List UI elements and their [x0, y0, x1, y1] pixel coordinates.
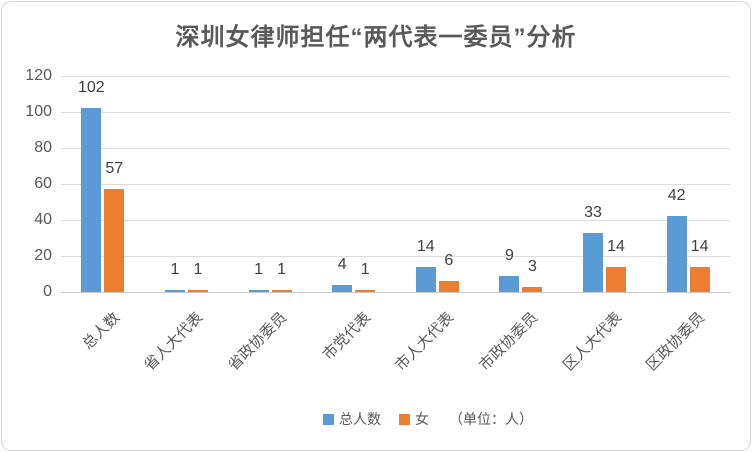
- bar-series0-cat4: [415, 266, 436, 292]
- legend-label: 女: [415, 411, 429, 427]
- gridline: [61, 255, 730, 257]
- y-axis-tick-label: 0: [43, 283, 52, 300]
- y-axis-tick-label: 40: [34, 211, 52, 228]
- gridline: [61, 111, 730, 113]
- legend-item-series1: 女: [399, 409, 429, 429]
- bar-series1-cat1: [187, 290, 208, 292]
- data-label: 9: [504, 246, 514, 264]
- bar-series0-cat3: [332, 284, 353, 292]
- x-axis-category-label: 区政协委员: [643, 309, 709, 375]
- bar-series0-cat6: [583, 232, 604, 292]
- legend-swatch-icon: [399, 413, 410, 425]
- y-axis-tick-label: 60: [34, 175, 52, 192]
- bar-series0-cat5: [499, 275, 520, 292]
- y-axis-tick-label: 120: [25, 67, 52, 84]
- legend-item-series0: 总人数: [323, 409, 381, 429]
- bar-series1-cat0: [104, 189, 125, 292]
- x-axis-category-label: 区人大代表: [559, 309, 625, 375]
- x-axis-line: [61, 291, 730, 293]
- y-axis-tick-label: 80: [34, 139, 52, 156]
- bar-series0-cat1: [164, 290, 185, 292]
- data-label: 14: [607, 237, 625, 255]
- x-axis-category-label: 省政协委员: [225, 309, 291, 375]
- gridline: [61, 219, 730, 221]
- x-axis-category-label: 市党代表: [319, 309, 374, 364]
- data-label: 1: [360, 261, 370, 279]
- data-label: 6: [444, 252, 454, 270]
- data-label: 1: [254, 261, 264, 279]
- data-label: 42: [667, 187, 686, 205]
- data-label: 1: [170, 261, 180, 279]
- data-label: 1: [193, 261, 203, 279]
- data-label: 1: [277, 261, 287, 279]
- x-axis-category-label: 省人大代表: [141, 309, 207, 375]
- data-label: 4: [337, 255, 347, 273]
- unit-note-label: （单位：人）: [449, 411, 533, 427]
- y-axis-tick-label: 20: [34, 247, 52, 264]
- data-label: 33: [584, 203, 602, 221]
- bar-series1-cat5: [522, 286, 543, 292]
- data-label: 57: [105, 160, 124, 178]
- legend-label: 总人数: [339, 411, 381, 427]
- y-axis-tick-label: 100: [25, 103, 52, 120]
- bar-series1-cat7: [689, 266, 710, 292]
- bar-series0-cat7: [666, 216, 687, 292]
- gridline: [61, 75, 730, 77]
- bar-series1-cat2: [271, 290, 292, 292]
- data-label: 14: [416, 237, 435, 255]
- bar-series1-cat3: [355, 290, 376, 292]
- bar-series1-cat6: [606, 266, 627, 292]
- data-label: 102: [77, 79, 105, 97]
- legend: 总人数 女: [2, 409, 750, 429]
- bar-series0-cat0: [81, 108, 102, 292]
- x-axis-category-label: 市人大代表: [392, 309, 458, 375]
- bar-series0-cat2: [248, 290, 269, 292]
- gridline: [61, 183, 730, 185]
- legend-swatch-icon: [323, 413, 334, 425]
- x-axis-category-label: 市政协委员: [476, 309, 542, 375]
- x-axis-category-label: 总人数: [79, 309, 123, 353]
- chart-title: 深圳女律师担任“两代表一委员”分析: [175, 24, 577, 51]
- data-label: 3: [527, 257, 537, 275]
- data-label: 14: [690, 237, 709, 255]
- gridline: [61, 147, 730, 149]
- bar-series1-cat4: [438, 281, 459, 292]
